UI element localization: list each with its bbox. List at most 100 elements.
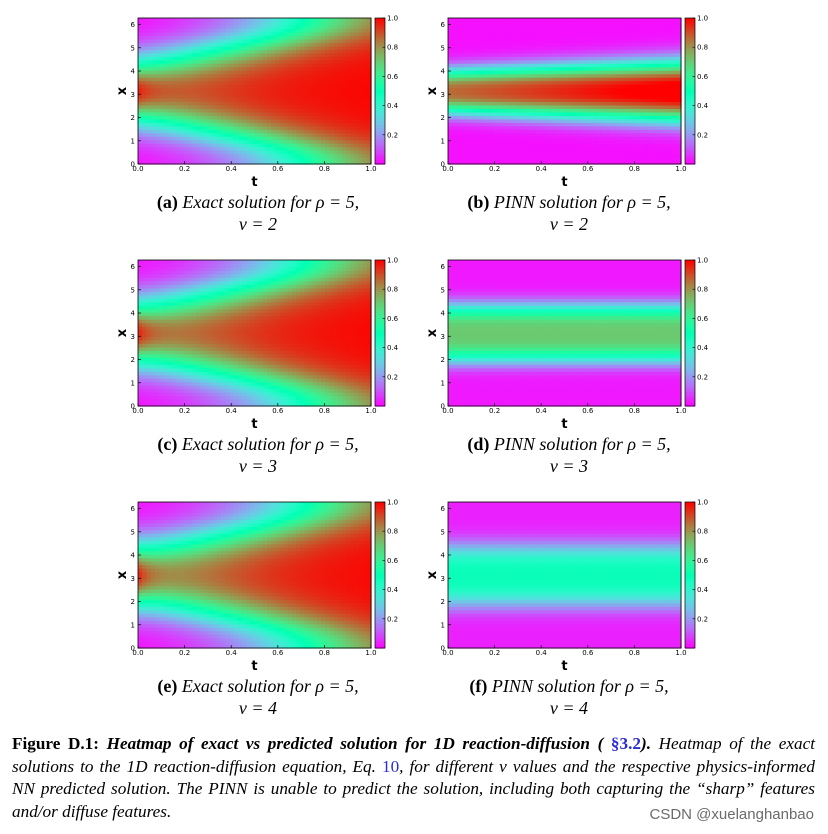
heatmap-cell (271, 24, 276, 30)
heatmap-cell (514, 143, 520, 148)
heatmap-cell (366, 73, 372, 78)
heatmap-cell (233, 108, 239, 113)
heatmap-cell (329, 87, 335, 92)
heatmap-cell (543, 125, 549, 130)
heatmap-cell (660, 115, 665, 120)
heatmap-cell (493, 132, 499, 137)
heatmap-cell (485, 101, 491, 106)
colorbar-swatch (685, 144, 695, 148)
heatmap-cell (266, 115, 272, 120)
heatmap-cell (485, 146, 491, 151)
heatmap-cell (167, 146, 172, 151)
heatmap-cell (468, 97, 474, 103)
heatmap-cell (510, 139, 516, 144)
heatmap-cell (576, 91, 582, 96)
heatmap-cell (254, 80, 260, 85)
heatmap-cell (304, 115, 310, 120)
heatmap-cell (138, 104, 143, 109)
heatmap-cell (531, 122, 536, 127)
heatmap-cell (296, 160, 301, 165)
heatmap-cell (535, 38, 541, 43)
heatmap-cell (321, 115, 326, 120)
heatmap-cell (150, 143, 156, 148)
heatmap-cell (358, 21, 364, 26)
heatmap-cell (291, 84, 297, 89)
heatmap-cell (312, 104, 318, 109)
heatmap-cell (514, 38, 520, 43)
heatmap-cell (183, 59, 189, 64)
heatmap-cell (321, 132, 326, 137)
heatmap-cell (171, 52, 177, 57)
heatmap-cell (676, 104, 682, 109)
heatmap-cell (593, 24, 599, 30)
heatmap-cell (187, 59, 193, 64)
heatmap-cell (271, 56, 276, 61)
heatmap-cell (456, 111, 462, 116)
heatmap-cell (325, 18, 330, 23)
heatmap-cell (358, 104, 364, 109)
heatmap-cell (631, 24, 636, 30)
heatmap-cell (647, 97, 653, 103)
heatmap-cell (154, 150, 160, 155)
heatmap-cell (341, 49, 347, 54)
heatmap-cell (656, 70, 661, 75)
heatmap-cell (564, 160, 570, 165)
heatmap-cell (212, 150, 218, 155)
heatmap-cell (196, 59, 202, 64)
heatmap-cell (564, 87, 570, 92)
heatmap-cell (358, 59, 364, 64)
heatmap-cell (316, 118, 322, 123)
heatmap-cell (568, 157, 574, 162)
heatmap-cell (448, 70, 453, 75)
heatmap-cell (167, 35, 172, 40)
heatmap-cell (510, 146, 516, 151)
heatmap-cell (333, 91, 339, 96)
heatmap-cell (581, 91, 586, 96)
heatmap-cell (187, 146, 193, 151)
heatmap-cell (618, 63, 624, 68)
heatmap-cell (212, 52, 218, 57)
heatmap-cell (502, 73, 507, 78)
heatmap-cell (626, 66, 632, 71)
heatmap-cell (643, 108, 649, 113)
heatmap-cell (208, 111, 214, 116)
heatmap-cell (354, 66, 360, 71)
heatmap-cell (468, 77, 474, 82)
heatmap-cell (514, 84, 520, 89)
heatmap-cell (146, 56, 152, 61)
heatmap-cell (601, 59, 607, 64)
heatmap-cell (321, 157, 326, 162)
heatmap-cell (510, 18, 516, 23)
heatmap-cell (664, 70, 670, 75)
heatmap-cell (208, 45, 214, 50)
heatmap-cell (275, 132, 281, 137)
heatmap-cell (610, 146, 616, 151)
heatmap-cell (221, 150, 226, 155)
heatmap-cell (568, 125, 574, 130)
heatmap-cell (325, 70, 330, 75)
heatmap-cell (341, 91, 347, 96)
heatmap-cell (154, 21, 160, 26)
heatmap-cell (358, 125, 364, 130)
heatmap-cell (192, 77, 197, 82)
heatmap-cell (506, 31, 512, 36)
heatmap-cell (527, 38, 532, 43)
heatmap-cell (535, 150, 541, 155)
heatmap-cell (233, 104, 239, 109)
heatmap-cell (576, 104, 582, 109)
heatmap-cell (333, 77, 339, 82)
heatmap-cell (556, 160, 561, 165)
heatmap-cell (481, 18, 487, 23)
heatmap-cell (158, 52, 164, 57)
heatmap-cell (366, 42, 372, 47)
heatmap-cell (346, 97, 351, 103)
heatmap-cell (354, 87, 360, 92)
heatmap-cell (635, 125, 640, 130)
heatmap-cell (452, 35, 457, 40)
heatmap-cell (142, 125, 147, 130)
heatmap-cell (535, 87, 541, 92)
heatmap-cell (614, 52, 620, 57)
heatmap-cell (585, 63, 591, 68)
heatmap-cell (597, 157, 603, 162)
heatmap-cell (481, 111, 487, 116)
